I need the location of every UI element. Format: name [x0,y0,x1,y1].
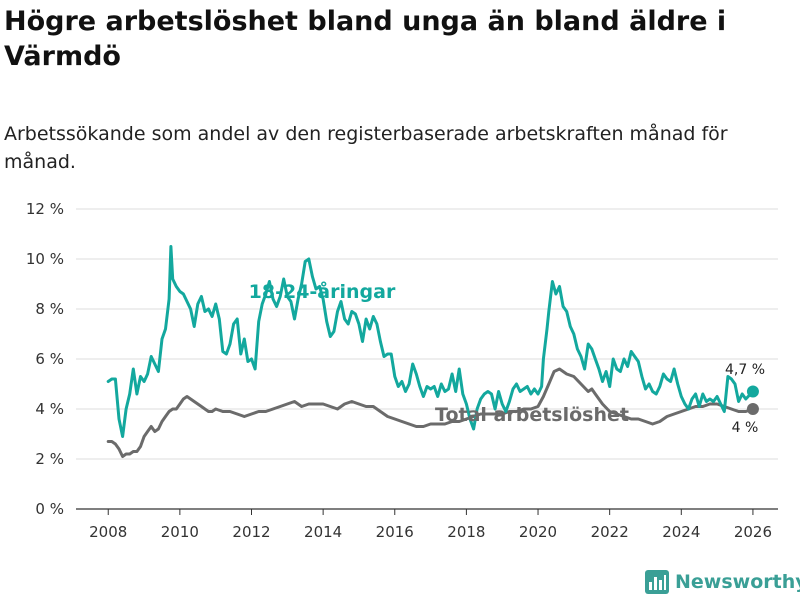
x-tick-label: 2024 [662,523,700,541]
chart-subtitle: Arbetssökande som andel av den registerb… [4,123,728,173]
x-tick-label: 2014 [304,523,342,541]
x-tick-label: 2020 [519,523,557,541]
x-tick-label: 2026 [734,523,772,541]
y-tick-label: 4 % [35,400,64,418]
y-axis-ticks: 0 % 2 % 4 % 6 % 8 % 10 % 12 % [26,200,64,518]
x-tick-label: 2008 [89,523,127,541]
chart-grid [76,208,778,460]
end-label-total: 4 % [732,420,759,436]
end-point-total [746,403,759,415]
y-tick-label: 2 % [35,450,64,468]
chart-series [106,245,759,458]
newsworthy-logo: Newsworthy [645,570,800,594]
chart-title: Högre arbetslöshet bland unga än bland ä… [4,6,727,72]
end-point-young [746,385,759,398]
series-line-total [106,367,755,458]
series-line-young [106,245,755,438]
brand-name: Newsworthy [675,571,800,593]
series-label-total: Total arbetslöshet [435,404,629,426]
x-tick-label: 2016 [376,523,414,541]
y-tick-label: 0 % [35,500,64,518]
y-tick-label: 8 % [35,300,64,318]
x-tick-label: 2010 [161,523,199,541]
y-tick-label: 12 % [26,200,64,218]
x-axis: 2008 2010 2012 2014 2016 2018 2020 2022 2024 2026 [76,508,778,541]
bar-chart-icon [645,570,669,594]
x-tick-label: 2012 [232,523,270,541]
x-tick-label: 2018 [447,523,485,541]
series-label-young: 18-24-åringar [249,279,396,303]
end-label-young: 4,7 % [725,362,765,378]
y-tick-label: 10 % [26,250,64,268]
chart-labels: 18-24-åringar Total arbetslöshet 4,7 % 4… [249,279,765,436]
x-tick-label: 2022 [591,523,629,541]
y-tick-label: 6 % [35,350,64,368]
